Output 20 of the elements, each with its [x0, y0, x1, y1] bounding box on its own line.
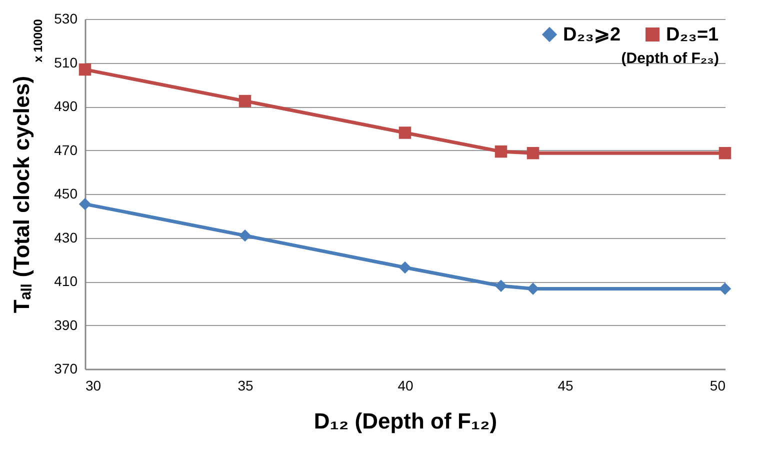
x-tick-label: 45 [558, 378, 574, 394]
legend-label: D₂₃⩾2 [563, 24, 621, 46]
legend-title: (Depth of F₂₃) [621, 50, 719, 67]
y-tick-label: 390 [54, 316, 78, 333]
y-tick-label: 410 [54, 273, 78, 289]
y-tick-label: 450 [54, 186, 78, 202]
y-tick-label: 470 [54, 142, 78, 158]
x-tick-label: 30 [86, 378, 102, 394]
y-tick-label: 530 [54, 10, 78, 26]
x-tick-label: 35 [238, 378, 254, 394]
y-tick-label: 510 [54, 54, 78, 70]
x-tick-label: 40 [398, 378, 414, 394]
legend-label: D₂₃=1 [666, 24, 720, 46]
x-axis-title: D₁₂ (Depth of F₁₂) [314, 408, 498, 434]
y-tick-label: 430 [54, 229, 78, 246]
x-tick-label: 50 [710, 378, 726, 394]
text: x 10000 [31, 18, 45, 62]
y-tick-label: 370 [54, 360, 78, 376]
y-axis-title: Tₐₗₗ (Total clock cycles) [9, 76, 34, 314]
y-tick-label: 490 [54, 98, 78, 114]
